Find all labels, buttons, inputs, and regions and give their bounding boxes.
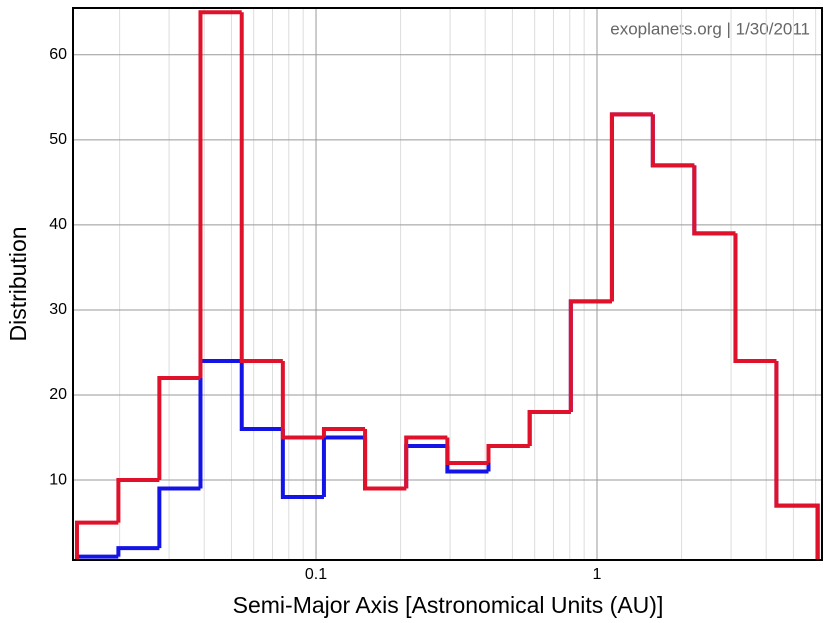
x-tick-label: 1 bbox=[593, 566, 602, 583]
histogram-step bbox=[404, 435, 448, 489]
histogram-step bbox=[733, 233, 777, 363]
histogram-step bbox=[321, 427, 366, 438]
histogram-step bbox=[116, 546, 160, 557]
histogram-step bbox=[692, 165, 736, 236]
histogram-step bbox=[733, 233, 777, 363]
histogram-step bbox=[650, 114, 695, 168]
y-tick-label: 60 bbox=[49, 46, 67, 63]
annotation: exoplanets.org | 1/30/2011 bbox=[610, 19, 810, 38]
histogram-step bbox=[74, 520, 119, 560]
y-tick-label: 50 bbox=[49, 131, 67, 148]
histogram-step bbox=[280, 429, 324, 500]
histogram-step bbox=[157, 375, 201, 481]
histogram-step bbox=[486, 444, 530, 472]
histogram-step bbox=[486, 444, 530, 464]
histogram-step bbox=[239, 12, 283, 363]
y-tick-label: 10 bbox=[49, 471, 67, 488]
histogram-step bbox=[692, 165, 736, 236]
histogram-step bbox=[404, 444, 448, 489]
x-axis-title: Semi-Major Axis [Astronomical Units (AU)… bbox=[233, 592, 664, 618]
histogram-step bbox=[363, 437, 407, 491]
histogram-step bbox=[198, 358, 242, 489]
histogram-step bbox=[445, 437, 489, 466]
histogram-step bbox=[198, 10, 242, 378]
y-axis-title: Distribution bbox=[5, 226, 31, 341]
histogram-step bbox=[280, 360, 324, 440]
histogram-step bbox=[609, 112, 653, 302]
histogram-step bbox=[363, 429, 407, 491]
y-tick-label: 30 bbox=[49, 301, 67, 318]
histogram-step bbox=[774, 360, 820, 560]
histogram-step bbox=[321, 435, 366, 498]
histogram-step bbox=[774, 360, 820, 560]
histogram-step bbox=[445, 446, 489, 474]
histogram-step bbox=[527, 410, 571, 447]
histogram-step bbox=[116, 478, 160, 523]
histogram-step bbox=[568, 299, 612, 413]
histogram-step bbox=[527, 410, 571, 447]
histogram-step bbox=[239, 360, 283, 432]
y-tick-label: 40 bbox=[49, 216, 67, 233]
x-tick-label: 0.1 bbox=[305, 566, 327, 583]
histogram-step bbox=[609, 112, 653, 302]
y-tick-label: 20 bbox=[49, 386, 67, 403]
plot-frame bbox=[72, 7, 823, 561]
histogram-step bbox=[157, 486, 201, 549]
